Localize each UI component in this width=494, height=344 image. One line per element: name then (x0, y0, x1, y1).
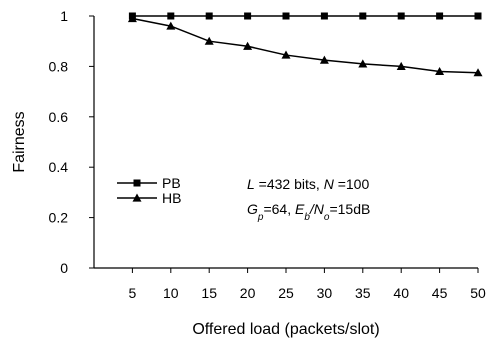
x-tick-label: 50 (470, 285, 486, 301)
x-tick-label: 40 (393, 285, 409, 301)
data-point-pb (167, 12, 175, 20)
annotation-part: / (309, 201, 316, 217)
data-point-hb (204, 36, 214, 45)
x-tick-label: 45 (432, 285, 448, 301)
y-tick-label: 1 (60, 8, 68, 24)
legend-marker-hb (132, 193, 142, 202)
x-tick-label: 15 (201, 285, 217, 301)
data-point-hb (243, 41, 253, 50)
annotation-part: o (324, 212, 330, 223)
data-point-hb (473, 68, 483, 77)
annotation-part: =100 (334, 176, 370, 192)
data-point-hb (435, 66, 445, 76)
data-point-pb (436, 12, 444, 20)
y-tick-label: 0.4 (49, 159, 69, 175)
data-point-pb (474, 12, 482, 20)
data-point-hb (166, 21, 176, 30)
x-tick-label: 25 (278, 285, 294, 301)
annotation-part: N (324, 176, 335, 192)
y-tick-label: 0.2 (49, 210, 69, 226)
x-tick-label: 30 (317, 285, 333, 301)
annotation-part: E (295, 201, 305, 217)
legend-label: PB (162, 175, 181, 191)
annotation-part: L (247, 176, 255, 192)
data-point-pb (205, 12, 213, 20)
legend-marker-pb (133, 179, 141, 187)
annotation-part: N (314, 201, 325, 217)
y-tick-label: 0.8 (49, 58, 69, 74)
annotation-part: =432 bits, (255, 176, 324, 192)
x-tick-label: 35 (355, 285, 371, 301)
data-point-hb (358, 59, 368, 68)
series-line-hb (132, 17, 479, 74)
data-point-pb (359, 12, 367, 20)
annotation-part: G (247, 201, 258, 217)
data-point-pb (397, 12, 405, 20)
legend-entry-hb: HB (117, 190, 181, 206)
x-tick-label: 10 (163, 285, 179, 301)
annotation-part: =15dB (329, 201, 370, 217)
data-point-hb (281, 50, 291, 59)
x-axis-title: Offered load (packets/slot) (192, 321, 379, 338)
y-tick-label: 0 (60, 260, 68, 276)
data-point-hb (127, 14, 137, 23)
legend-label: HB (162, 190, 181, 206)
parameter-annotation-2: Gp=64, Eb/No=15dB (247, 201, 370, 223)
data-point-hb (396, 61, 406, 70)
annotation-part: =64, (263, 201, 295, 217)
x-tick-label: 5 (129, 285, 137, 301)
data-point-pb (320, 12, 328, 20)
y-tick-label: 0.6 (49, 109, 69, 125)
parameter-annotation-1: L =432 bits, N =100 (247, 176, 369, 192)
data-point-pb (282, 12, 290, 20)
annotation-part: b (304, 212, 310, 223)
legend-entry-pb: PB (117, 175, 181, 191)
annotation-part: p (257, 212, 264, 223)
data-point-pb (244, 12, 252, 20)
x-tick-label: 20 (240, 285, 256, 301)
data-point-hb (319, 55, 329, 64)
y-axis-title: Fairness (11, 111, 28, 172)
